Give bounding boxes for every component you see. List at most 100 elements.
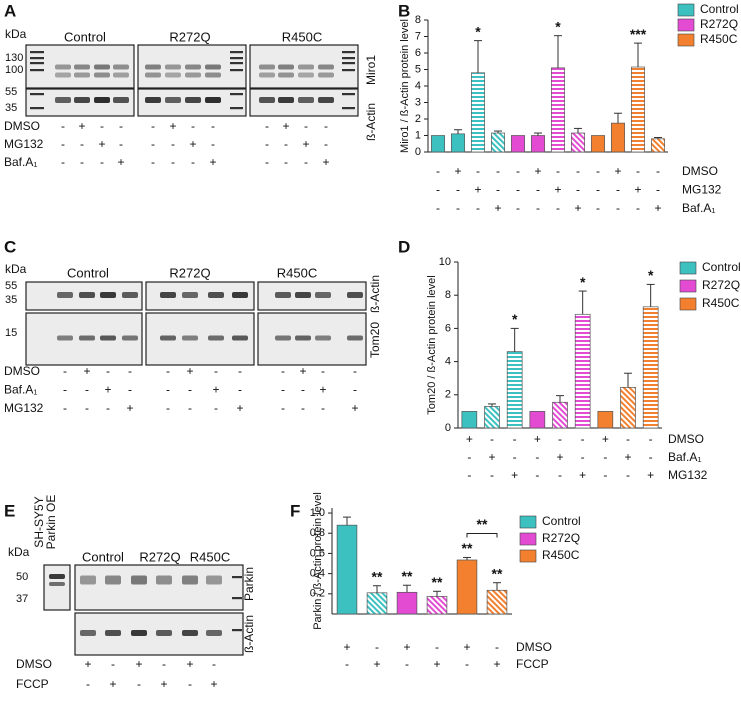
condition-mark: + (373, 657, 380, 671)
treatment-mark: - (214, 364, 218, 378)
treatment-mark: - (211, 137, 215, 151)
blot-band (298, 72, 314, 78)
legend-swatch (679, 297, 697, 311)
treatment-label: MG132 (4, 401, 44, 415)
bar (511, 135, 525, 153)
treatment-mark: + (117, 155, 124, 169)
blot-band (74, 72, 90, 78)
y-tick-label: 6 (445, 322, 451, 334)
blot-band (278, 72, 294, 78)
condition-mark: - (536, 201, 540, 215)
treatment-mark: - (63, 383, 67, 397)
error-bar (474, 40, 482, 73)
blot-band (347, 335, 363, 341)
condition-mark: + (534, 432, 541, 446)
error-bar (343, 516, 351, 526)
blot-frame (74, 564, 244, 611)
panel-label: E (4, 501, 15, 520)
treatment-mark: + (299, 364, 306, 378)
legend-label: Control (542, 514, 581, 528)
condition-mark: - (436, 164, 440, 178)
treatment-mark: - (85, 401, 89, 415)
blot-band (318, 97, 334, 103)
y-axis-title: Tom20 / ß-Actin protein level (426, 275, 438, 414)
error-bar (574, 127, 582, 134)
bar (484, 406, 500, 429)
significance-label: * (512, 311, 518, 327)
treatment-mark: + (160, 677, 167, 691)
treatment-mark: - (151, 137, 155, 151)
condition-mark: - (467, 450, 471, 464)
condition-mark: - (576, 183, 580, 197)
treatment-mark: + (104, 383, 111, 397)
group-label: Control (82, 549, 124, 564)
condition-mark: + (463, 640, 470, 654)
blot-band (295, 292, 311, 298)
condition-mark: - (581, 450, 585, 464)
treatment-mark: - (214, 401, 218, 415)
treatment-mark: - (106, 401, 110, 415)
blot-band (156, 630, 172, 636)
condition-mark: - (495, 640, 499, 654)
blot-band (182, 292, 198, 298)
blot-band (298, 64, 314, 70)
blot-band (145, 72, 161, 78)
condition-label: MG132 (682, 183, 722, 197)
legend-label: Control (702, 260, 741, 274)
legend-label: R450C (702, 296, 740, 310)
treatment-mark: - (188, 401, 192, 415)
treatment-mark: - (353, 383, 357, 397)
condition-mark: - (616, 183, 620, 197)
y-axis-title: Miro1 / ß-Actin protein level (399, 19, 411, 153)
blot-band (156, 575, 172, 585)
y-tick-label: 8 (415, 14, 421, 26)
blot-band (182, 575, 198, 585)
treatment-mark: - (63, 364, 67, 378)
treatment-mark: - (353, 364, 357, 378)
condition-mark: + (534, 164, 541, 178)
marker-label: 130 (5, 52, 23, 64)
significance-label: ** (477, 516, 488, 532)
bar (529, 411, 546, 429)
blot-band (113, 97, 129, 103)
treatment-mark: + (322, 155, 329, 169)
y-tick-label: 3 (415, 96, 421, 108)
condition-mark: - (456, 201, 460, 215)
ladder-band (342, 62, 355, 65)
significance-label: *** (630, 26, 647, 42)
condition-mark: - (516, 201, 520, 215)
condition-mark: - (656, 183, 660, 197)
treatment-mark: - (265, 119, 269, 133)
blot-band (259, 97, 275, 103)
bar (451, 133, 465, 153)
marker-label: 35 (5, 294, 17, 306)
y-tick-label: 7 (415, 30, 421, 42)
treatment-mark: - (212, 657, 216, 671)
unit-label: kDa (8, 545, 30, 559)
error-bar (646, 283, 655, 307)
treatment-mark: - (301, 383, 305, 397)
treatment-mark: - (111, 657, 115, 671)
ladder-band (232, 576, 242, 579)
blot-band (79, 335, 95, 341)
treatment-mark: - (100, 155, 104, 169)
marker-label: 15 (5, 327, 17, 339)
bar (531, 135, 545, 153)
condition-label: Baf.A₁ (668, 450, 701, 464)
ladder-band (230, 62, 243, 65)
marker-label: 50 (16, 571, 28, 583)
unit-label: kDa (5, 27, 27, 41)
blot-band (275, 335, 291, 341)
significance-label: ** (432, 574, 443, 590)
group-label: Control (67, 265, 109, 280)
condition-mark: + (488, 450, 495, 464)
blot-band (113, 64, 129, 70)
bar (597, 411, 614, 429)
condition-mark: - (476, 201, 480, 215)
treatment-mark: + (302, 137, 309, 151)
error-bar (463, 556, 471, 560)
significance-label: ** (462, 540, 473, 556)
treatment-mark: + (282, 119, 289, 133)
